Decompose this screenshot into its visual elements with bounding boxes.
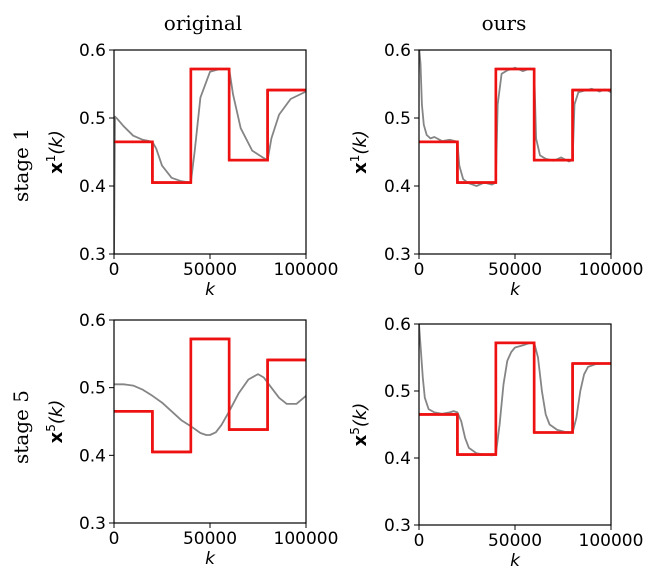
y-axis-label: x5(k) — [44, 400, 67, 444]
y-axis-label-rest: (k) — [46, 400, 67, 424]
y-axis-label-bold: x — [46, 162, 67, 174]
x-tick-label: 50000 — [183, 260, 237, 280]
reference-step-line — [114, 69, 306, 183]
y-tick-label: 0.4 — [384, 177, 411, 197]
y-axis-label: x5(k) — [348, 403, 371, 447]
y-tick-label: 0.5 — [79, 379, 106, 399]
y-tick-label: 0.4 — [384, 449, 411, 469]
x-axis-label: k — [510, 280, 521, 300]
x-tick-label: 0 — [109, 529, 120, 549]
x-tick-label: 50000 — [488, 531, 542, 551]
y-axis-label-sup: 1 — [348, 155, 362, 163]
y-axis-label-bold: x — [350, 162, 371, 174]
chart-panel-p21: 0 50000 100000 0.3 0.4 0.5 0.6 k x5(k) — [44, 311, 338, 569]
reference-step-line-top — [419, 343, 611, 455]
x-tick-label: 50000 — [183, 529, 237, 549]
x-axis-label: k — [205, 549, 216, 569]
response-trace-line — [419, 47, 611, 186]
y-tick-label: 0.6 — [384, 41, 411, 61]
reference-step-line — [419, 343, 611, 455]
reference-step-line — [419, 69, 611, 183]
y-tick-label: 0.5 — [384, 382, 411, 402]
x-tick-label: 50000 — [488, 260, 542, 280]
response-trace-line — [114, 69, 306, 254]
plot-frame — [419, 324, 611, 525]
x-tick-label: 100000 — [274, 260, 339, 280]
y-axis-label-sup: 5 — [44, 424, 58, 432]
x-tick-label: 0 — [414, 531, 425, 551]
plot-frame — [419, 50, 611, 254]
y-tick-label: 0.6 — [79, 41, 106, 61]
y-tick-label: 0.6 — [384, 315, 411, 335]
y-tick-label: 0.5 — [384, 109, 411, 129]
y-tick-label: 0.4 — [79, 177, 106, 197]
y-tick-label: 0.3 — [79, 514, 106, 534]
x-tick-label: 100000 — [274, 529, 339, 549]
y-tick-label: 0.5 — [79, 109, 106, 129]
x-tick-label: 0 — [414, 260, 425, 280]
y-axis-label: x1(k) — [44, 130, 67, 174]
y-tick-label: 0.3 — [384, 245, 411, 265]
row-title-stage-5: stage 5 — [9, 390, 33, 464]
column-title-original: original — [164, 11, 242, 35]
chart-panel-p22: 0 50000 100000 0.3 0.4 0.5 0.6 k x5(k) — [348, 315, 643, 571]
y-tick-label: 0.4 — [79, 446, 106, 466]
reference-step-line-top — [114, 69, 306, 183]
plot-frame — [114, 50, 306, 254]
y-axis-label-rest: (k) — [350, 403, 371, 427]
column-title-ours: ours — [482, 11, 527, 35]
y-axis-label-bold: x — [350, 434, 371, 446]
y-axis-label-rest: (k) — [46, 130, 67, 154]
y-tick-label: 0.6 — [79, 311, 106, 331]
y-axis-label-sup: 5 — [348, 427, 362, 435]
y-tick-label: 0.3 — [79, 245, 106, 265]
x-axis-label: k — [510, 551, 521, 571]
reference-step-line-top — [419, 69, 611, 183]
x-tick-label: 0 — [109, 260, 120, 280]
x-tick-label: 100000 — [579, 531, 644, 551]
chart-panel-p11: 0 50000 100000 0.3 0.4 0.5 0.6 k x1(k) — [44, 41, 338, 300]
y-axis-label-bold: x — [46, 431, 67, 443]
chart-panel-p12: 0 50000 100000 0.3 0.4 0.5 0.6 k x1(k) — [348, 41, 643, 300]
x-tick-label: 100000 — [579, 260, 644, 280]
response-trace-line — [114, 374, 306, 435]
y-axis-label-sup: 1 — [44, 155, 58, 163]
x-axis-label: k — [205, 280, 216, 300]
y-axis-label: x1(k) — [348, 130, 371, 174]
y-tick-label: 0.3 — [384, 516, 411, 536]
row-title-stage-1: stage 1 — [9, 128, 33, 202]
y-axis-label-rest: (k) — [350, 130, 371, 154]
plot-frame — [114, 320, 306, 523]
